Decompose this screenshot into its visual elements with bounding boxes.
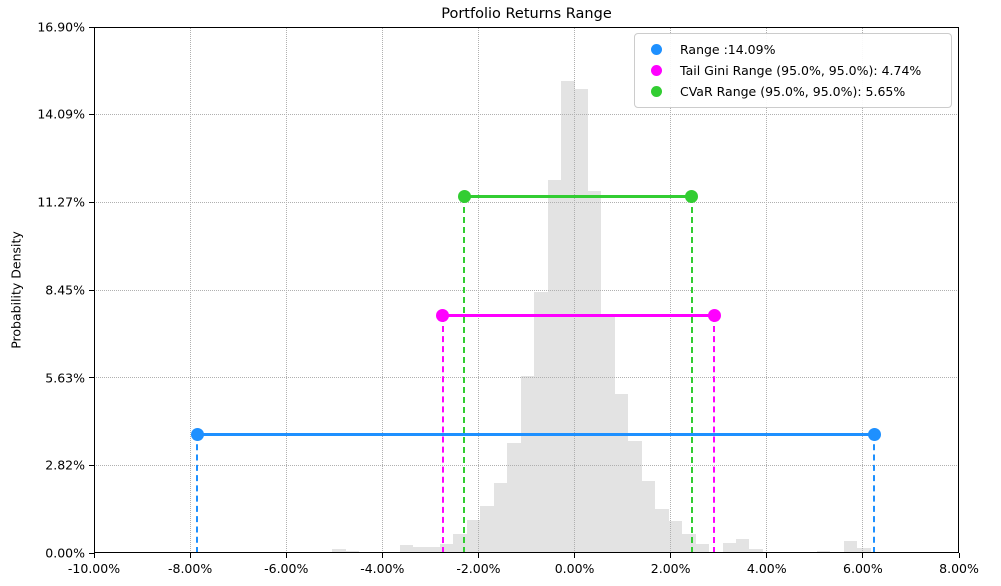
x-tick-mark xyxy=(958,553,960,558)
y-tick-label: 0.00% xyxy=(45,545,85,561)
x-tick-mark xyxy=(574,553,576,558)
histogram-bar xyxy=(466,520,481,553)
x-tick-mark xyxy=(477,553,479,558)
legend-entry: Range :14.09% xyxy=(635,39,941,60)
legend-entry: Tail Gini Range (95.0%, 95.0%): 4.74% xyxy=(635,60,941,81)
gridline-y xyxy=(94,289,959,291)
histogram-bar xyxy=(534,291,548,553)
x-tick-label: -4.00% xyxy=(360,561,405,576)
y-tick-mark xyxy=(89,377,94,379)
gridline-y xyxy=(94,464,959,466)
x-tick-mark xyxy=(381,553,383,558)
x-tick-label: 4.00% xyxy=(746,561,787,576)
legend-marker-dot xyxy=(651,44,662,55)
x-tick-mark xyxy=(766,553,768,558)
y-tick-label: 5.63% xyxy=(45,370,85,386)
range-line xyxy=(464,195,692,199)
histogram-bar xyxy=(628,440,642,553)
histogram-bar xyxy=(843,540,858,553)
range-endpoint-dropline xyxy=(196,434,199,553)
legend-entry-label: CVaR Range (95.0%, 95.0%): 5.65% xyxy=(680,84,906,99)
legend: Range :14.09% Tail Gini Range (95.0%, 95.… xyxy=(634,33,952,108)
y-tick-mark xyxy=(89,26,94,28)
plot-frame xyxy=(94,27,959,553)
legend-entry-label: Range :14.09% xyxy=(680,42,776,57)
y-tick-label: 2.82% xyxy=(45,457,85,473)
histogram-bar xyxy=(722,542,737,553)
x-tick-mark xyxy=(93,553,95,558)
range-endpoint-dropline xyxy=(441,315,444,553)
histogram-bar xyxy=(736,539,750,553)
x-tick-mark xyxy=(862,553,864,558)
histogram-bar xyxy=(641,481,656,553)
histogram-bar xyxy=(547,179,562,553)
y-tick-label: 8.45% xyxy=(45,282,85,298)
x-tick-label: -6.00% xyxy=(264,561,309,576)
x-tick-mark xyxy=(670,553,672,558)
histogram-bar xyxy=(655,509,669,553)
histogram-bar xyxy=(507,442,521,553)
histogram-bar xyxy=(493,482,508,553)
range-endpoint-marker xyxy=(190,427,204,441)
y-tick-mark xyxy=(89,464,94,466)
legend-marker-dot xyxy=(651,86,662,97)
x-tick-label: -2.00% xyxy=(456,561,501,576)
legend-entry-label: Tail Gini Range (95.0%, 95.0%): 4.74% xyxy=(680,63,922,78)
range-endpoint-dropline xyxy=(463,196,466,553)
histogram-bar xyxy=(816,550,831,553)
gridline-y xyxy=(94,377,959,379)
histogram-bar xyxy=(749,549,763,553)
range-line xyxy=(442,314,715,318)
y-tick-mark xyxy=(89,201,94,203)
range-endpoint-marker xyxy=(436,309,450,323)
y-tick-mark xyxy=(89,289,94,291)
range-endpoint-marker xyxy=(457,190,471,204)
histogram-bar xyxy=(345,550,360,553)
histogram-bar xyxy=(426,547,440,553)
range-endpoint-marker xyxy=(867,427,881,441)
y-axis-label: Probability Density xyxy=(8,231,24,349)
range-endpoint-dropline xyxy=(713,315,716,553)
range-endpoint-dropline xyxy=(873,434,876,553)
x-tick-label: -8.00% xyxy=(167,561,213,576)
histogram-bar xyxy=(574,89,588,553)
range-endpoint-marker xyxy=(707,309,721,323)
legend-marker-dot xyxy=(651,65,662,76)
histogram-bar xyxy=(588,191,602,553)
x-tick-mark xyxy=(189,553,191,558)
histogram-bar xyxy=(332,549,346,553)
y-tick-label: 16.90% xyxy=(37,19,85,35)
histogram-bar xyxy=(480,505,494,553)
range-endpoint-marker xyxy=(685,190,699,204)
chart-title: Portfolio Returns Range xyxy=(441,6,612,22)
histogram-bar xyxy=(413,547,427,553)
y-tick-mark xyxy=(89,552,94,554)
histogram-bar xyxy=(668,520,683,553)
range-endpoint-dropline xyxy=(690,196,693,553)
histogram-bar xyxy=(399,544,414,553)
x-tick-label: 6.00% xyxy=(843,561,883,576)
y-tick-mark xyxy=(89,113,94,115)
gridline-y xyxy=(94,113,959,115)
gridline-y xyxy=(94,201,959,203)
y-tick-label: 11.27% xyxy=(37,194,85,210)
histogram-bar xyxy=(695,544,710,553)
range-line xyxy=(197,432,875,436)
x-tick-label: 0.00% xyxy=(554,561,595,576)
x-tick-label: -10.00% xyxy=(67,561,121,576)
histogram-bar xyxy=(520,375,535,553)
y-tick-label: 14.09% xyxy=(37,106,85,122)
histogram-bar xyxy=(857,548,871,553)
histogram-bar xyxy=(440,544,454,553)
x-tick-label: 8.00% xyxy=(939,561,979,576)
x-tick-mark xyxy=(285,553,287,558)
x-tick-label: 2.00% xyxy=(650,561,691,576)
legend-entry: CVaR Range (95.0%, 95.0%): 5.65% xyxy=(635,81,941,102)
